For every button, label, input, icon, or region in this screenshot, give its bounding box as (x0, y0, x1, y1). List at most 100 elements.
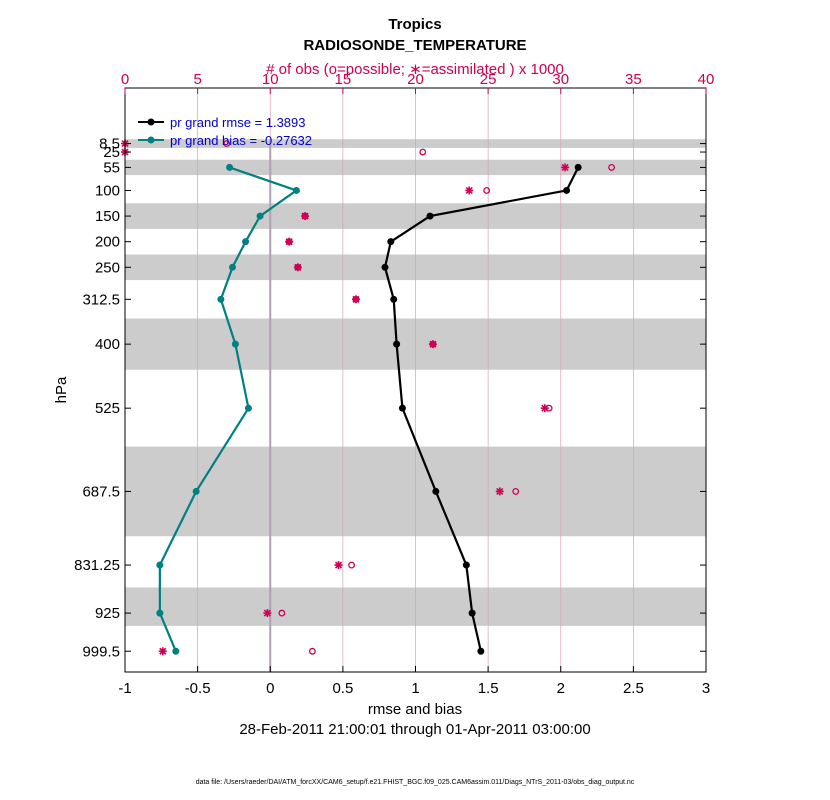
obs-assimilated-13-stroke-3 (159, 647, 167, 655)
x-tick-label-7: 2.5 (623, 680, 644, 697)
obs-assimilated-9 (540, 404, 549, 413)
x-tick-label-8: 3 (702, 680, 710, 697)
legend-bias-marker (147, 136, 155, 144)
top-tick-label-5: 25 (480, 71, 497, 88)
series-1-point-5 (217, 295, 225, 303)
series-0-point-4 (381, 263, 389, 271)
obs-assimilated-9-stroke-3 (541, 404, 549, 412)
series-line-1 (158, 166, 299, 652)
obs-assimilated-12-stroke-3 (263, 609, 271, 617)
legend-rmse-marker (147, 118, 155, 126)
series-1-point-3 (242, 238, 250, 246)
obs-possible-1 (419, 148, 427, 156)
legend-rmse-label: pr grand rmse = 1.3893 (170, 115, 306, 130)
top-tick-label-4: 20 (407, 71, 424, 88)
series-0-point-0 (574, 163, 582, 171)
grid-lines (124, 88, 707, 672)
obs-assimilated-5-stroke-3 (285, 238, 293, 246)
series-0-point-5 (390, 295, 398, 303)
y-tick-label-4: 150 (95, 208, 120, 225)
series-1-point-4 (228, 263, 236, 271)
series-1-point-8 (192, 487, 200, 495)
obs-assimilated-10-stroke-3 (496, 487, 504, 495)
y-tick-label-6: 250 (95, 259, 120, 276)
x-tick-label-6: 2 (557, 680, 565, 697)
obs-assimilated-5 (285, 237, 294, 246)
obs-assimilated-12 (263, 609, 272, 618)
top-tick-label-2: 10 (262, 71, 279, 88)
y-tick-label-10: 687.5 (82, 483, 120, 500)
chart-title: Tropics (388, 16, 441, 33)
obs-assimilated-2 (561, 163, 570, 172)
series-0-point-6 (393, 340, 401, 348)
series-1-point-9 (156, 561, 164, 569)
footnote: data file: /Users/raeder/DAI/ATM_forcXX/… (196, 779, 635, 786)
obs-possible-0 (223, 140, 231, 148)
series-1-point-1 (292, 186, 300, 194)
obs-assimilated-11 (334, 561, 343, 570)
obs-assimilated-10 (495, 487, 504, 496)
x-tick-label-5: 1.5 (478, 680, 499, 697)
y-tick-label-9: 525 (95, 400, 120, 417)
series-1-point-7 (244, 404, 252, 412)
obs-assimilated-7 (351, 295, 360, 304)
top-tick-label-8: 40 (698, 71, 715, 88)
y-tick-label-12: 925 (95, 605, 120, 622)
chart-subtitle: RADIOSONDE_TEMPERATURE (303, 37, 526, 54)
y-tick-label-1: 25 (103, 144, 120, 161)
series-0-point-9 (462, 561, 470, 569)
legend: pr grand rmse = 1.3893 pr grand bias = -… (138, 115, 312, 148)
obs-possible-13 (308, 647, 316, 655)
top-tick-label-3: 15 (335, 71, 352, 88)
obs-assimilated-8 (428, 340, 437, 349)
obs-assimilated-6 (293, 263, 302, 272)
series-1-point-10 (156, 609, 164, 617)
series-0-point-11 (477, 647, 485, 655)
series-0-point-3 (387, 238, 395, 246)
series-0-point-10 (468, 609, 476, 617)
obs-possible-2 (608, 163, 616, 171)
series-line-0 (383, 166, 580, 652)
date-range: 28-Feb-2011 21:00:01 through 01-Apr-2011… (239, 721, 590, 738)
obs-assimilated-3-stroke-3 (465, 186, 473, 195)
x-tick-label-1: -0.5 (185, 680, 211, 697)
series-0-point-8 (432, 487, 440, 495)
legend-bias-label: pr grand bias = -0.27632 (170, 133, 312, 148)
y-tick-label-3: 100 (95, 182, 120, 199)
obs-assimilated-4-stroke-3 (301, 212, 309, 220)
obs-assimilated-7-stroke-3 (352, 295, 360, 303)
y-tick-label-11: 831.25 (74, 557, 120, 574)
top-tick-label-0: 0 (121, 71, 129, 88)
obs-assimilated-2-stroke-3 (561, 163, 569, 171)
y-tick-label-13: 999.5 (82, 643, 120, 660)
series-0-point-1 (563, 186, 571, 194)
obs-assimilated-11-stroke-3 (334, 561, 343, 569)
y-tick-label-2: 55 (103, 159, 120, 176)
top-tick-label-1: 5 (193, 71, 201, 88)
top-tick-label-7: 35 (625, 71, 642, 88)
x-tick-label-3: 0.5 (332, 680, 353, 697)
series-lines (156, 163, 582, 655)
x-tick-label-4: 1 (411, 680, 419, 697)
obs-assimilated-3 (465, 186, 474, 195)
y-tick-label-8: 400 (95, 336, 120, 353)
obs-possible-12 (278, 609, 286, 617)
series-1-point-2 (256, 212, 264, 220)
series-1-point-0 (226, 163, 234, 171)
y-axis-label: hPa (53, 376, 70, 403)
series-1-point-6 (231, 340, 239, 348)
series-1-point-11 (172, 647, 180, 655)
obs-possible-11 (348, 561, 356, 569)
y-tick-label-0: 8.5 (99, 136, 120, 153)
x-tick-label-2: 0 (266, 680, 274, 697)
obs-assimilated-4 (301, 212, 310, 221)
x-tick-label-0: -1 (118, 680, 131, 697)
top-axis-label: # of obs (o=possible; ∗=assimilated ) x … (266, 61, 564, 78)
obs-count-markers (121, 139, 616, 656)
obs-possible-3 (483, 187, 491, 194)
axes: -1 -0.5 0 0.5 1 1.5 2 2.5 30 5 10 15 20 25 30 35 408.525… (74, 71, 714, 697)
y-tick-label-5: 200 (95, 234, 120, 251)
top-tick-label-6: 30 (552, 71, 569, 88)
series-0-point-7 (398, 404, 406, 412)
